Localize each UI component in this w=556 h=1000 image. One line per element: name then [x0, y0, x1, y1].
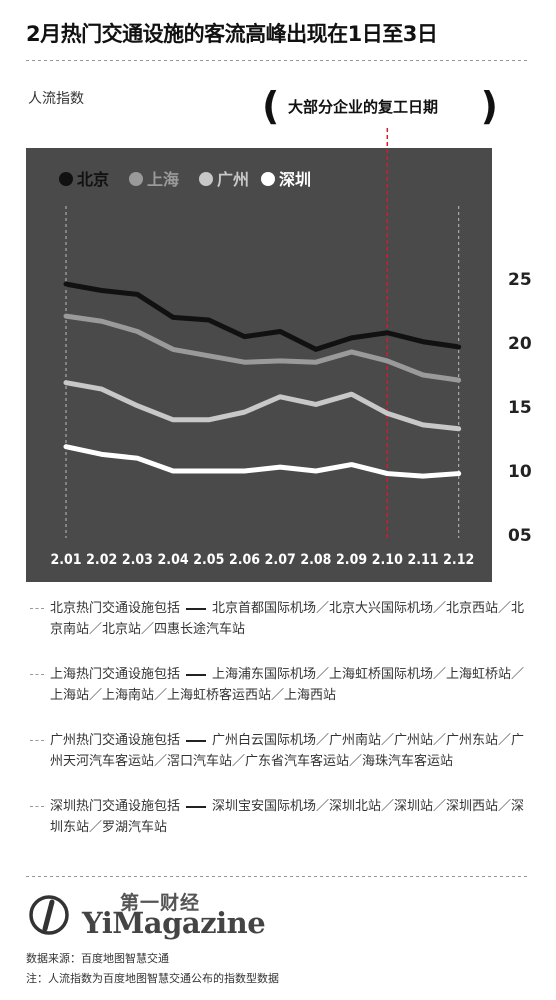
- note-lead: 深圳热门交通设施包括: [50, 799, 181, 814]
- reopen-annotation: ( 大部分企业的复工日期 ): [262, 86, 498, 130]
- notes-section: 北京热门交通设施包括 北京首都国际机场／北京大兴国际机场／北京西站／北京南站／北京…: [26, 598, 530, 862]
- title-divider: [26, 60, 530, 61]
- note-body: 上海浦东国际机场／上海虹桥国际机场／上海虹桥站／上海站／上海南站／上海虹桥客运西…: [50, 667, 525, 703]
- yimagazine-logo-icon: [29, 895, 69, 935]
- annotation-text: 大部分企业的复工日期: [288, 98, 439, 116]
- y-tick-label: 20: [508, 334, 532, 354]
- legend-label: 上海: [147, 170, 179, 189]
- note-body: 北京首都国际机场／北京大兴国际机场／北京西站／北京南站／北京站／四惠长途汽车站: [50, 601, 525, 637]
- x-tick-label: 2.05: [193, 552, 224, 568]
- logo-chinese-name: 第一财经: [120, 892, 201, 914]
- legend-label: 广州: [217, 170, 249, 189]
- note-beijing: 北京热门交通设施包括 北京首都国际机场／北京大兴国际机场／北京西站／北京南站／北京…: [26, 598, 530, 640]
- legend-dot: [129, 172, 143, 186]
- logo-english-name: YiMagazine: [82, 906, 266, 940]
- note-dash: [186, 739, 207, 742]
- y-tick-label: 10: [508, 462, 532, 482]
- legend-dot: [199, 172, 213, 186]
- note-dash: [186, 607, 207, 610]
- footer-divider: [26, 876, 530, 877]
- note-body: 广州白云国际机场／广州南站／广州站／广州东站／广州天河汽车客运站／滘口汽车站／广…: [50, 733, 525, 769]
- legend-label: 深圳: [279, 170, 311, 189]
- note-lead: 上海热门交通设施包括: [50, 667, 181, 682]
- note-shanghai: 上海热门交通设施包括 上海浦东国际机场／上海虹桥国际机场／上海虹桥站／上海站／上海…: [26, 664, 530, 706]
- note-dash: [186, 673, 207, 676]
- footnote: 注：人流指数为百度地图智慧交通公布的指数型数据: [26, 972, 279, 985]
- legend-label: 北京: [77, 170, 109, 189]
- left-bracket: (: [262, 84, 280, 128]
- series-line-2: [63, 380, 462, 432]
- y-tick-label: 15: [508, 398, 532, 418]
- x-tick-label: 2.04: [158, 552, 189, 568]
- note-guangzhou: 广州热门交通设施包括 广州白云国际机场／广州南站／广州站／广州东站／广州天河汽车客…: [26, 730, 530, 772]
- right-bracket: ): [480, 84, 498, 128]
- x-tick-label: 2.08: [300, 552, 331, 568]
- note-lead: 北京热门交通设施包括: [50, 601, 181, 616]
- series-line-1: [63, 313, 462, 383]
- note-dash: [186, 805, 207, 808]
- legend-dot: [59, 172, 73, 186]
- data-source: 数据来源：百度地图智慧交通: [26, 952, 169, 965]
- x-tick-label: 2.11: [407, 552, 438, 568]
- note-lead: 广州热门交通设施包括: [50, 733, 181, 748]
- series-line-3: [63, 444, 462, 479]
- series-line-0: [63, 281, 462, 352]
- x-tick-label: 2.03: [122, 552, 153, 568]
- x-tick-label: 2.09: [336, 552, 367, 568]
- x-tick-label: 2.07: [265, 552, 296, 568]
- plot-background: [26, 148, 492, 582]
- note-shenzhen: 深圳热门交通设施包括 深圳宝安国际机场／深圳北站／深圳站／深圳西站／深圳东站／罗湖…: [26, 796, 530, 838]
- note-body: 深圳宝安国际机场／深圳北站／深圳站／深圳西站／深圳东站／罗湖汽车站: [50, 799, 525, 835]
- y-tick-label: 05: [508, 526, 532, 546]
- x-tick-label: 2.12: [443, 552, 474, 568]
- chart-title: 2月热门交通设施的客流高峰出现在1日至3日: [26, 22, 438, 46]
- x-tick-label: 2.02: [86, 552, 117, 568]
- x-tick-label: 2.10: [372, 552, 403, 568]
- line-chart: 北京 上海 广州 深圳 2.01 2.02 2.03 2.04 2.05 2.06 2.07 2.0…: [26, 128, 532, 582]
- y-axis-label: 人流指数: [28, 91, 84, 107]
- x-tick-label: 2.06: [229, 552, 260, 568]
- x-tick-label: 2.01: [50, 552, 81, 568]
- legend-dot: [261, 172, 275, 186]
- y-tick-label: 25: [508, 270, 532, 290]
